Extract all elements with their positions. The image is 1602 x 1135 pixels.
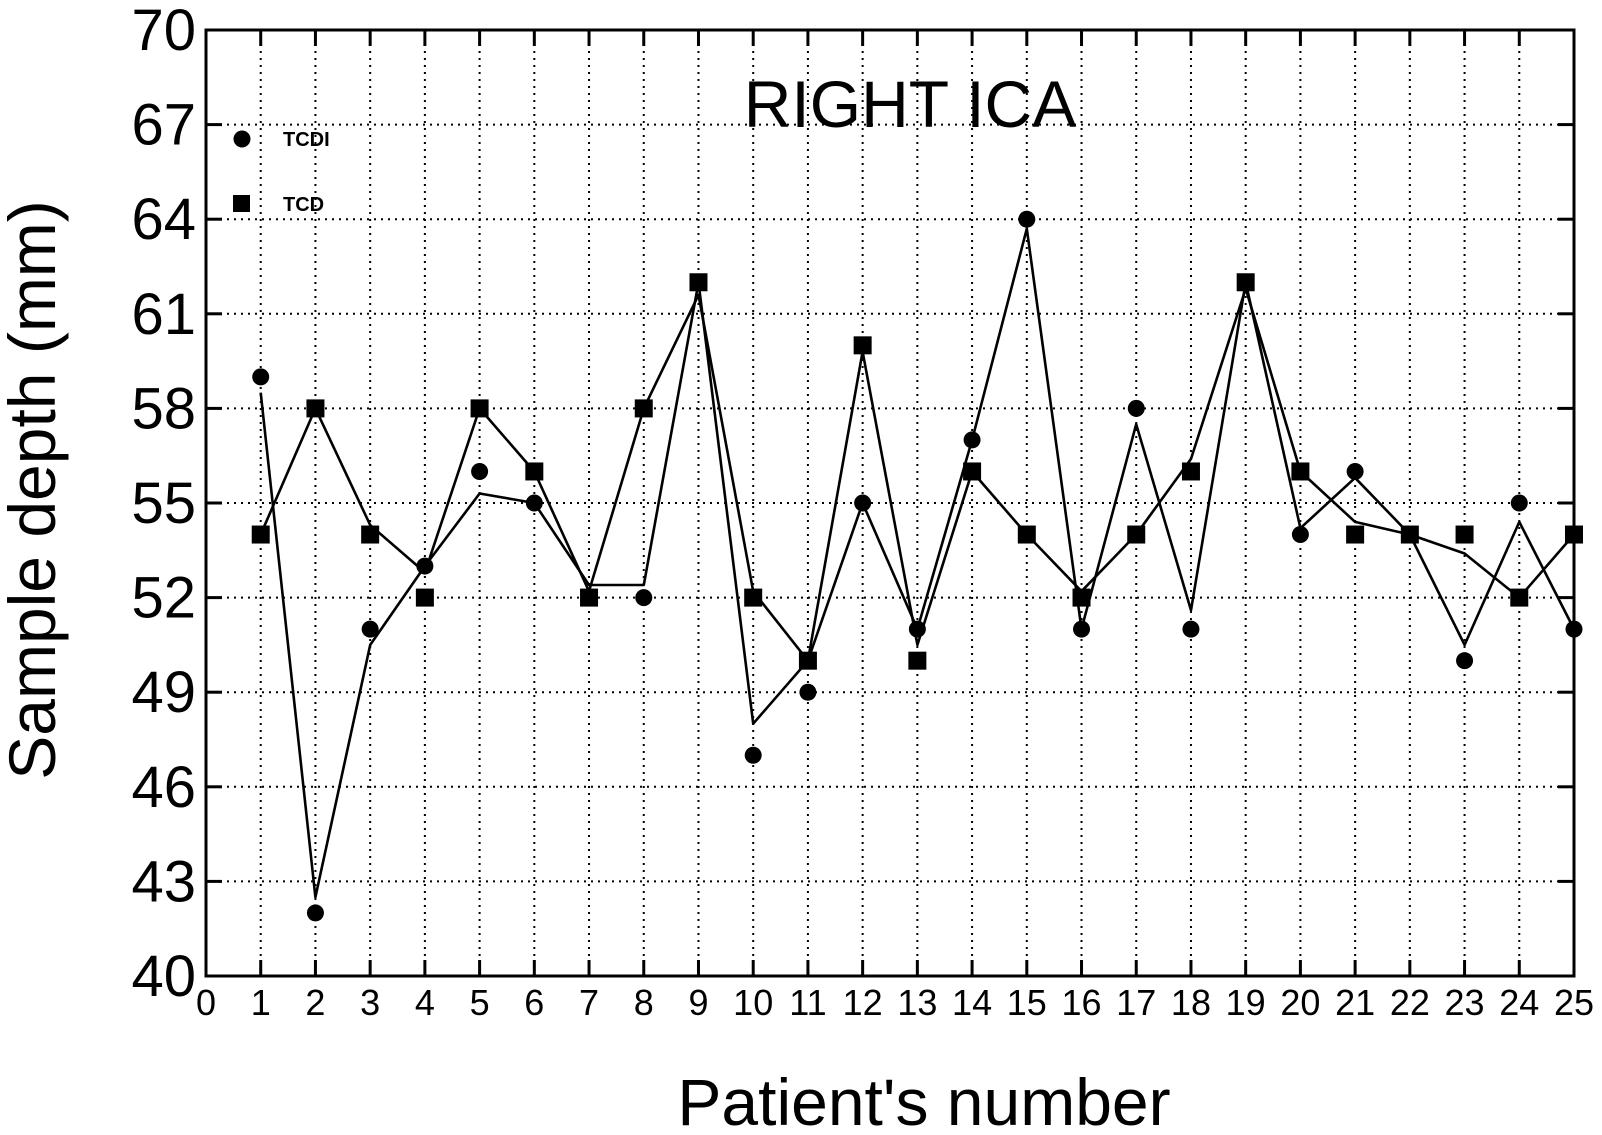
y-tick-label: 64 xyxy=(131,187,196,252)
point-tcd xyxy=(1510,588,1529,607)
x-axis-label: Patient's number xyxy=(677,1065,1170,1135)
point-tcd xyxy=(306,399,325,418)
x-tick-label: 17 xyxy=(1116,982,1156,1023)
x-tick-label: 22 xyxy=(1390,982,1430,1023)
legend: TCDI TCD xyxy=(233,129,330,216)
point-tcdi xyxy=(908,620,926,638)
point-tcdi xyxy=(252,368,270,386)
point-tcdi xyxy=(1182,620,1200,638)
x-tick-label: 20 xyxy=(1280,982,1320,1023)
point-tcdi xyxy=(854,494,872,512)
x-tick-label: 24 xyxy=(1499,982,1539,1023)
x-tick-label: 19 xyxy=(1226,982,1266,1023)
data-markers xyxy=(251,210,1583,922)
point-tcdi xyxy=(799,683,817,701)
y-tick-label: 58 xyxy=(131,376,196,441)
point-tcd xyxy=(1291,462,1310,481)
point-tcd xyxy=(525,462,544,481)
x-tick-label: 16 xyxy=(1061,982,1101,1023)
point-tcd xyxy=(415,588,434,607)
grid xyxy=(204,28,1576,978)
point-tcdi xyxy=(1346,462,1364,480)
x-tick-label: 25 xyxy=(1554,982,1594,1023)
x-tick-label: 4 xyxy=(415,982,435,1023)
point-tcdi xyxy=(1291,526,1309,544)
legend-label-tcdi: TCDI xyxy=(283,129,330,151)
point-tcd xyxy=(470,399,489,418)
y-tick-label: 52 xyxy=(131,566,196,631)
point-tcdi xyxy=(1565,620,1583,638)
point-tcdi xyxy=(1456,652,1474,670)
x-tick-label: 0 xyxy=(196,982,216,1023)
x-tick-labels: 0 1 2 3 4 5 6 7 8 9 10 11 12 13 14 15 16 17 18 19 20 21 22 23 24… xyxy=(196,982,1594,1023)
x-tick-label: 13 xyxy=(897,982,937,1023)
point-tcdi xyxy=(306,904,324,922)
x-tick-label: 11 xyxy=(789,982,826,1023)
point-tcdi xyxy=(416,557,434,575)
point-tcd xyxy=(361,525,380,544)
x-tick-label: 2 xyxy=(305,982,325,1023)
point-tcd xyxy=(853,336,872,355)
point-tcd xyxy=(1236,273,1255,292)
point-tcd xyxy=(1346,525,1365,544)
x-tick-label: 12 xyxy=(843,982,883,1023)
y-tick-label: 49 xyxy=(131,660,196,725)
point-tcdi xyxy=(1073,620,1091,638)
point-tcdi xyxy=(471,462,489,480)
x-tick-label: 6 xyxy=(524,982,544,1023)
x-tick-label: 8 xyxy=(634,982,654,1023)
x-tick-label: 7 xyxy=(579,982,599,1023)
y-tick-label: 46 xyxy=(131,755,196,820)
x-tick-label: 3 xyxy=(360,982,380,1023)
point-tcdi xyxy=(635,589,653,607)
y-tick-label: 67 xyxy=(131,93,196,158)
point-tcd xyxy=(251,525,270,544)
y-tick-labels: 40 43 46 49 52 55 58 61 64 67 70 xyxy=(131,0,196,1009)
y-axis-label: Sample depth (mm) xyxy=(0,200,69,780)
point-tcd xyxy=(1565,525,1583,544)
point-tcd xyxy=(1072,588,1091,607)
point-tcd xyxy=(798,651,817,670)
point-tcd xyxy=(1400,525,1419,544)
point-tcd xyxy=(634,399,653,418)
x-tick-label: 18 xyxy=(1171,982,1211,1023)
point-tcd xyxy=(1455,525,1474,544)
y-tick-label: 43 xyxy=(131,849,196,914)
legend-marker-tcd xyxy=(233,195,250,212)
legend-marker-tcdi xyxy=(233,130,251,148)
point-tcdi xyxy=(1510,494,1528,512)
point-tcd xyxy=(580,588,599,607)
y-tick-label: 40 xyxy=(131,944,196,1009)
y-tick-label: 70 xyxy=(131,0,196,63)
point-tcd xyxy=(1127,525,1146,544)
chart-title: RIGHT ICA xyxy=(744,67,1076,141)
point-tcd xyxy=(1181,462,1200,481)
point-tcdi xyxy=(1127,399,1145,417)
x-tick-label: 1 xyxy=(251,982,271,1023)
y-tick-label: 55 xyxy=(131,471,196,536)
point-tcd xyxy=(908,651,927,670)
y-tick-label: 61 xyxy=(131,282,196,347)
point-tcd xyxy=(963,462,982,481)
point-tcdi xyxy=(744,746,762,764)
plot-frame xyxy=(204,28,1576,978)
x-tick-label: 14 xyxy=(952,982,992,1023)
x-tick-label: 15 xyxy=(1007,982,1047,1023)
x-tick-label: 5 xyxy=(470,982,490,1023)
point-tcd xyxy=(744,588,763,607)
point-tcd xyxy=(1017,525,1036,544)
point-tcdi xyxy=(963,431,981,449)
x-tick-label: 23 xyxy=(1445,982,1485,1023)
point-tcdi xyxy=(525,494,543,512)
x-tick-label: 10 xyxy=(733,982,773,1023)
legend-label-tcd: TCD xyxy=(283,194,324,216)
x-tick-label: 21 xyxy=(1335,982,1375,1023)
x-tick-label: 9 xyxy=(688,982,708,1023)
point-tcdi xyxy=(1018,210,1036,228)
point-tcdi xyxy=(361,620,379,638)
point-tcd xyxy=(689,273,708,292)
